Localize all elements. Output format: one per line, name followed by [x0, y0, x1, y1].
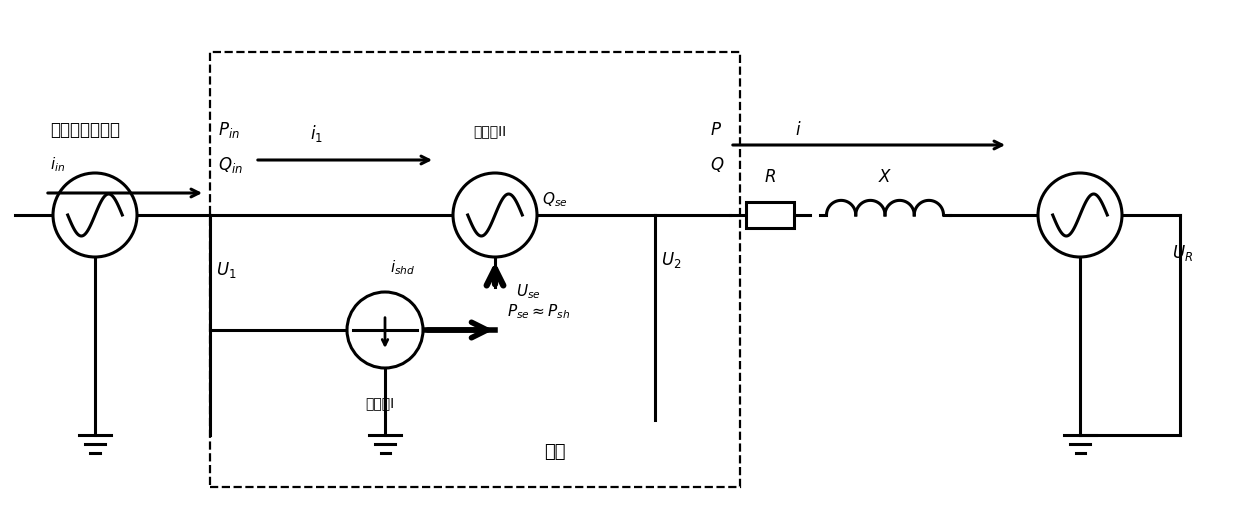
Text: $i$: $i$ [795, 121, 801, 139]
Text: $X$: $X$ [878, 168, 893, 186]
Circle shape [453, 173, 537, 257]
Text: $R$: $R$ [764, 168, 776, 186]
Text: $Q_{in}$: $Q_{in}$ [218, 155, 243, 175]
Circle shape [53, 173, 136, 257]
Text: 变流器II: 变流器II [474, 124, 507, 138]
Text: 分布式能源发电: 分布式能源发电 [50, 121, 120, 139]
Text: $Q_{se}$: $Q_{se}$ [542, 191, 568, 210]
Text: 变流器I: 变流器I [366, 396, 394, 410]
Text: $Q$: $Q$ [711, 156, 724, 175]
Text: 装置: 装置 [544, 443, 565, 461]
Text: $U_{se}$: $U_{se}$ [516, 283, 541, 301]
Circle shape [1038, 173, 1122, 257]
Text: $P_{se}\approx P_{sh}$: $P_{se}\approx P_{sh}$ [507, 302, 570, 321]
Text: $U_2$: $U_2$ [661, 250, 682, 270]
Text: $P$: $P$ [711, 121, 722, 139]
Text: $U_R$: $U_R$ [1172, 243, 1193, 263]
Bar [746, 202, 794, 228]
Text: $U_1$: $U_1$ [216, 260, 237, 280]
Text: $i_{shd}$: $i_{shd}$ [391, 258, 415, 277]
Text: $P_{in}$: $P_{in}$ [218, 120, 239, 140]
Text: $i_{in}$: $i_{in}$ [50, 156, 66, 174]
Text: $i_1$: $i_1$ [310, 123, 322, 143]
Circle shape [347, 292, 423, 368]
